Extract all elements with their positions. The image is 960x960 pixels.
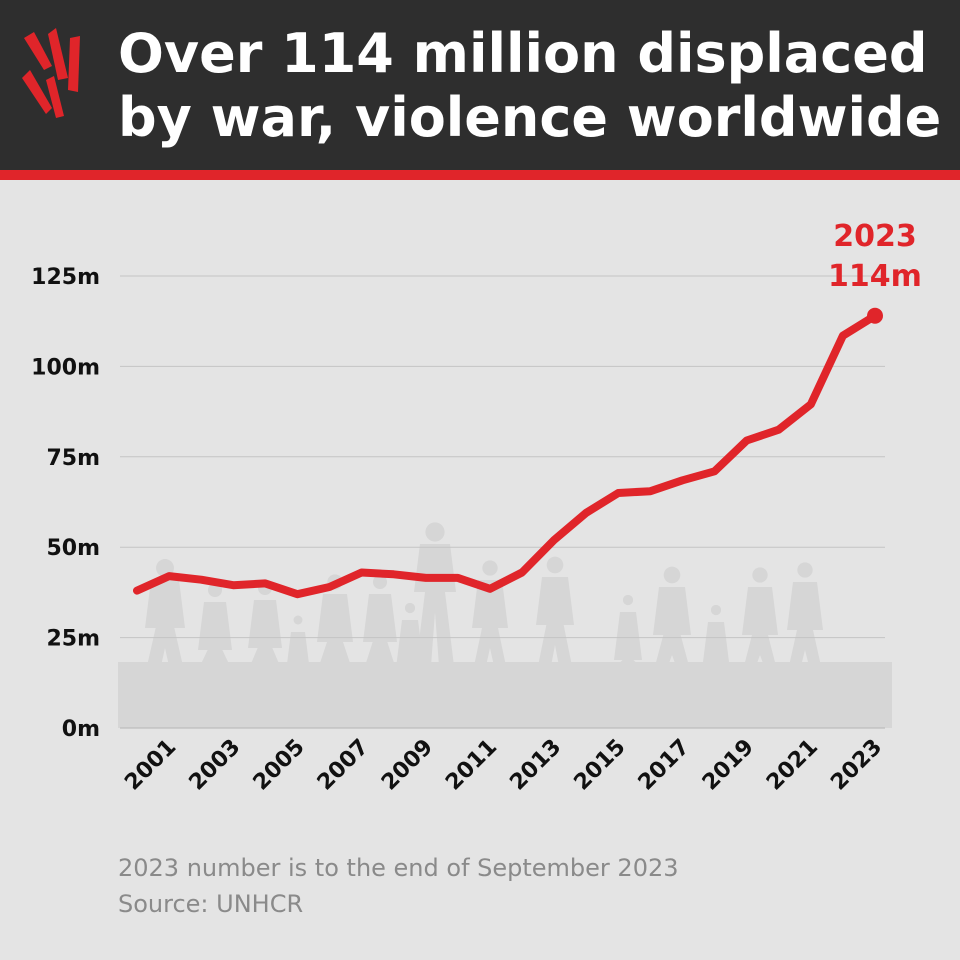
x-tick-label: 2007 (313, 735, 374, 796)
person-body (198, 602, 232, 670)
person-head (663, 566, 681, 584)
person-silhouette (285, 615, 311, 700)
x-tick-label: 2013 (505, 735, 566, 796)
person-silhouette (787, 562, 823, 666)
crowd-silhouette (118, 522, 892, 728)
person-body (396, 620, 424, 688)
person-head (710, 604, 722, 616)
annotation-year: 2023 (833, 219, 917, 254)
person-silhouette (472, 560, 508, 666)
person-silhouette (536, 556, 574, 666)
end-point-marker (867, 307, 883, 324)
y-tick-label: 75m (46, 446, 100, 471)
person-body (317, 594, 353, 666)
person-head (482, 560, 498, 576)
y-tick-label: 125m (31, 265, 100, 290)
x-tick-label: 2023 (826, 735, 887, 796)
person-head (293, 615, 303, 625)
y-tick-label: 100m (31, 355, 100, 380)
person-body (472, 580, 508, 666)
x-tick-label: 2001 (120, 735, 181, 796)
person-head (752, 567, 768, 583)
person-head (425, 522, 445, 542)
person-head (546, 556, 564, 574)
person-body (787, 582, 823, 666)
x-tick-label: 2011 (441, 735, 502, 796)
y-tick-label: 0m (62, 717, 100, 742)
person-silhouette (414, 522, 456, 666)
person-head (372, 574, 388, 590)
person-silhouette (248, 580, 282, 668)
person-head (404, 602, 416, 614)
y-tick-label: 25m (46, 627, 100, 652)
person-head (622, 594, 634, 606)
chart-title: Over 114 million displaced by war, viole… (118, 22, 948, 150)
person-silhouette (396, 602, 424, 688)
x-tick-label: 2003 (185, 735, 246, 796)
x-tick-label: 2019 (698, 735, 759, 796)
y-tick-label: 50m (46, 536, 100, 561)
x-tick-label: 2005 (249, 735, 310, 796)
person-silhouette (363, 574, 397, 666)
person-silhouette (145, 559, 185, 666)
ground-silhouette (118, 662, 892, 728)
person-body (145, 580, 185, 666)
person-silhouette (742, 567, 778, 666)
person-silhouette (702, 604, 730, 690)
person-body (248, 600, 282, 668)
x-tick-label: 2009 (377, 735, 438, 796)
x-tick-label: 2017 (634, 735, 695, 796)
person-body (414, 544, 456, 666)
x-tick-label: 2015 (570, 735, 631, 796)
footnote: 2023 number is to the end of September 2… (118, 854, 679, 882)
person-body (702, 622, 730, 690)
source-note: Source: UNHCR (118, 890, 304, 918)
person-body (536, 577, 574, 666)
person-body (285, 632, 311, 700)
person-body (614, 612, 642, 680)
annotation-value: 114m (828, 259, 922, 294)
person-body (742, 587, 778, 666)
person-silhouette (614, 594, 642, 680)
title-line-1: Over 114 million displaced (118, 22, 928, 85)
person-head (797, 562, 813, 578)
footer: 2023 number is to the end of September 2… (118, 850, 938, 922)
header-accent-stripe (0, 170, 960, 180)
person-silhouette (653, 566, 691, 666)
person-body (363, 594, 397, 666)
series-line (133, 311, 879, 599)
title-line-2: by war, violence worldwide (118, 86, 942, 149)
sbs-logo-icon (22, 28, 80, 118)
x-tick-label: 2021 (762, 735, 823, 796)
person-body (653, 587, 691, 666)
header-bar: Over 114 million displaced by war, viole… (0, 0, 960, 170)
person-silhouette (198, 582, 232, 670)
